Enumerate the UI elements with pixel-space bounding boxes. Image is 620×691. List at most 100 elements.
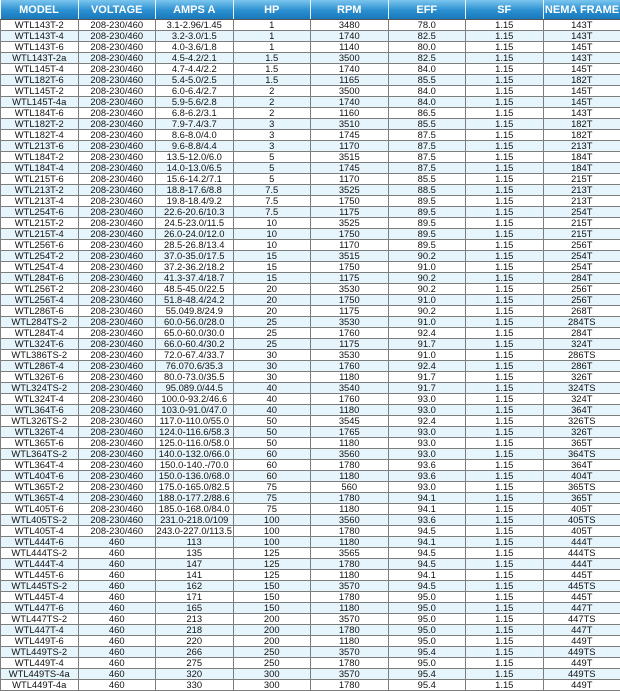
cell-amps: 37.2-36.2/18.2: [155, 261, 234, 273]
cell-amps: 41.3-37.4/18.7: [155, 272, 234, 284]
cell-hp: 1.5: [232, 74, 311, 86]
cell-nema-frame: 445T: [542, 591, 620, 603]
cell-model: WTL386TS-2: [0, 349, 79, 361]
cell-eff: 82.5: [387, 30, 466, 42]
cell-amps: 4.7-4.4/2.2: [155, 63, 234, 75]
cell-rpm: 1750: [310, 228, 389, 240]
cell-sf: 1.15: [465, 580, 544, 592]
cell-nema-frame: 449TS: [542, 646, 620, 658]
cell-voltage: 460: [77, 569, 156, 581]
cell-hp: 2: [232, 107, 311, 119]
cell-nema-frame: 449TS: [542, 668, 620, 680]
cell-hp: 10: [232, 228, 311, 240]
cell-hp: 50: [232, 437, 311, 449]
cell-nema-frame: 326TS: [542, 415, 620, 427]
cell-model: WTL143T-6: [0, 41, 79, 53]
cell-model: WTL286T-6: [0, 305, 79, 317]
table-row: WTL215T-6 208-230/460 15.6-14.2/7.1 5 1170 85…: [0, 173, 620, 185]
cell-eff: 94.1: [387, 492, 466, 504]
cell-sf: 1.15: [465, 415, 544, 427]
cell-eff: 85.5: [387, 173, 466, 185]
cell-amps: 37.0-35.0/17.5: [155, 250, 234, 262]
cell-nema-frame: 449T: [542, 635, 620, 647]
table-row: WTL256T-6 208-230/460 28.5-26.8/13.4 10 1170…: [0, 239, 620, 251]
cell-model: WTL182T-6: [0, 74, 79, 86]
cell-amps: 275: [155, 657, 234, 669]
cell-voltage: 208-230/460: [77, 305, 156, 317]
cell-nema-frame: 444T: [542, 536, 620, 548]
cell-model: WTL284T-6: [0, 272, 79, 284]
cell-amps: 124.0-116.6/58.3: [155, 426, 234, 438]
cell-voltage: 208-230/460: [77, 195, 156, 207]
cell-eff: 93.6: [387, 459, 466, 471]
table-row: WTL405T-4 208-230/460 243.0-227.0/113.5 100…: [0, 525, 620, 537]
cell-eff: 80.0: [387, 41, 466, 53]
cell-nema-frame: 184T: [542, 162, 620, 174]
cell-rpm: 1175: [310, 272, 389, 284]
cell-model: WTL324TS-2: [0, 382, 79, 394]
cell-model: WTL449T-4: [0, 657, 79, 669]
cell-rpm: 1170: [310, 140, 389, 152]
cell-sf: 1.15: [465, 371, 544, 383]
cell-sf: 1.15: [465, 85, 544, 97]
cell-rpm: 1780: [310, 657, 389, 669]
cell-amps: 125.0-116.0/58.0: [155, 437, 234, 449]
cell-hp: 1.5: [232, 63, 311, 75]
cell-voltage: 460: [77, 613, 156, 625]
cell-rpm: 1180: [310, 602, 389, 614]
table-row: WTL286T-4 208-230/460 76.070.6/35.3 30 1760 9…: [0, 360, 620, 372]
cell-sf: 1.15: [465, 668, 544, 680]
cell-rpm: 1780: [310, 558, 389, 570]
cell-eff: 91.0: [387, 294, 466, 306]
cell-rpm: 1140: [310, 41, 389, 53]
header-hp: HP: [233, 0, 311, 20]
cell-amps: 95.089.0/44.5: [155, 382, 234, 394]
cell-sf: 1.15: [465, 217, 544, 229]
cell-eff: 90.2: [387, 305, 466, 317]
cell-voltage: 208-230/460: [77, 371, 156, 383]
cell-hp: 125: [232, 558, 311, 570]
cell-nema-frame: 145T: [542, 41, 620, 53]
cell-sf: 1.15: [465, 547, 544, 559]
cell-amps: 15.6-14.2/7.1: [155, 173, 234, 185]
cell-amps: 8.6-8.0/4.0: [155, 129, 234, 141]
cell-amps: 6.0-6.4/2.7: [155, 85, 234, 97]
cell-sf: 1.15: [465, 591, 544, 603]
cell-eff: 91.7: [387, 382, 466, 394]
cell-rpm: 1745: [310, 162, 389, 174]
cell-sf: 1.15: [465, 52, 544, 64]
cell-eff: 86.5: [387, 107, 466, 119]
cell-rpm: 1170: [310, 173, 389, 185]
table-row: WTL145T-2 208-230/460 6.0-6.4/2.7 2 3500 84.0…: [0, 85, 620, 97]
cell-nema-frame: 213T: [542, 140, 620, 152]
cell-model: WTL324T-6: [0, 338, 79, 350]
cell-nema-frame: 184T: [542, 151, 620, 163]
cell-sf: 1.15: [465, 261, 544, 273]
cell-eff: 87.5: [387, 162, 466, 174]
table-row: WTL386TS-2 208-230/460 72.0-67.4/33.7 30 353…: [0, 349, 620, 361]
cell-model: WTL326T-4: [0, 426, 79, 438]
cell-model: WTL254T-6: [0, 206, 79, 218]
cell-sf: 1.15: [465, 41, 544, 53]
cell-eff: 94.5: [387, 547, 466, 559]
cell-nema-frame: 326T: [542, 426, 620, 438]
cell-amps: 188.0-177.2/88.6: [155, 492, 234, 504]
cell-voltage: 208-230/460: [77, 415, 156, 427]
cell-voltage: 208-230/460: [77, 503, 156, 515]
table-row: WTL447TS-2 460 213 200 3570 95.0 1.15 447TS: [0, 613, 620, 625]
cell-eff: 84.0: [387, 63, 466, 75]
cell-voltage: 208-230/460: [77, 19, 156, 31]
cell-sf: 1.15: [465, 272, 544, 284]
table-row: WTL445T-4 460 171 150 1780 95.0 1.15 445T: [0, 591, 620, 603]
cell-eff: 84.0: [387, 96, 466, 108]
cell-model: WTL447T-4: [0, 624, 79, 636]
cell-rpm: 3570: [310, 646, 389, 658]
cell-nema-frame: 326T: [542, 371, 620, 383]
cell-voltage: 208-230/460: [77, 382, 156, 394]
cell-amps: 218: [155, 624, 234, 636]
cell-eff: 89.5: [387, 195, 466, 207]
cell-amps: 22.6-20.6/10.3: [155, 206, 234, 218]
cell-sf: 1.15: [465, 679, 544, 691]
cell-nema-frame: 286T: [542, 360, 620, 372]
cell-eff: 92.4: [387, 360, 466, 372]
